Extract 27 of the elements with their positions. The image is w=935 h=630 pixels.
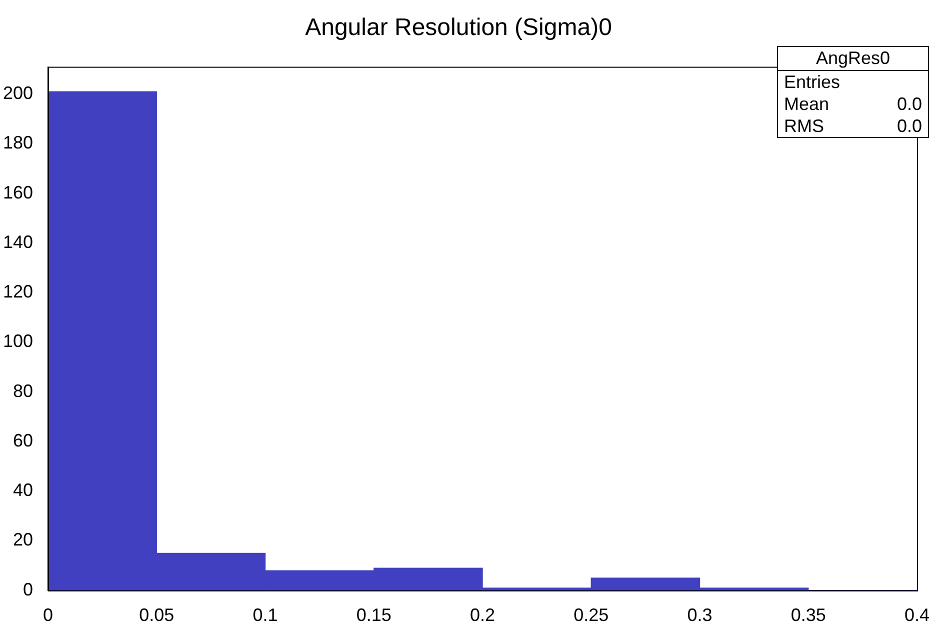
- x-tick-label: 0.25: [574, 605, 609, 626]
- annotation: RMS: [784, 115, 824, 137]
- y-tick-label: 20: [13, 530, 34, 550]
- x-tick-label: 0.1: [252, 605, 278, 626]
- x-tick-label: 0.15: [356, 605, 392, 626]
- annotation: Mean: [784, 93, 830, 115]
- y-tick-label: 180: [2, 132, 34, 153]
- annotation: 0.0: [896, 93, 922, 115]
- y-tick-label: 80: [13, 380, 34, 401]
- annotation: AngRes0: [778, 47, 928, 71]
- x-tick-label: 0: [43, 605, 54, 626]
- chart-title: Angular Resolution (Sigma)0: [305, 14, 612, 42]
- x-tick-label: 0.05: [139, 605, 174, 626]
- annotation: 0.0: [896, 115, 922, 137]
- x-tick-label: 0.4: [904, 605, 930, 626]
- y-tick-label: 200: [2, 83, 34, 104]
- y-tick-label: 40: [13, 480, 34, 500]
- x-tick-label: 0.2: [470, 605, 496, 626]
- y-tick-label: 0: [23, 579, 34, 600]
- y-tick-label: 60: [13, 430, 34, 450]
- y-tick-label: 160: [2, 182, 34, 202]
- x-tick-label: 0.3: [687, 605, 712, 626]
- y-tick-label: 120: [2, 282, 34, 302]
- y-tick-label: 100: [2, 331, 34, 352]
- x-tick-label: 0.35: [790, 605, 826, 626]
- y-tick-label: 140: [2, 232, 34, 252]
- annotation: Entries: [784, 71, 840, 93]
